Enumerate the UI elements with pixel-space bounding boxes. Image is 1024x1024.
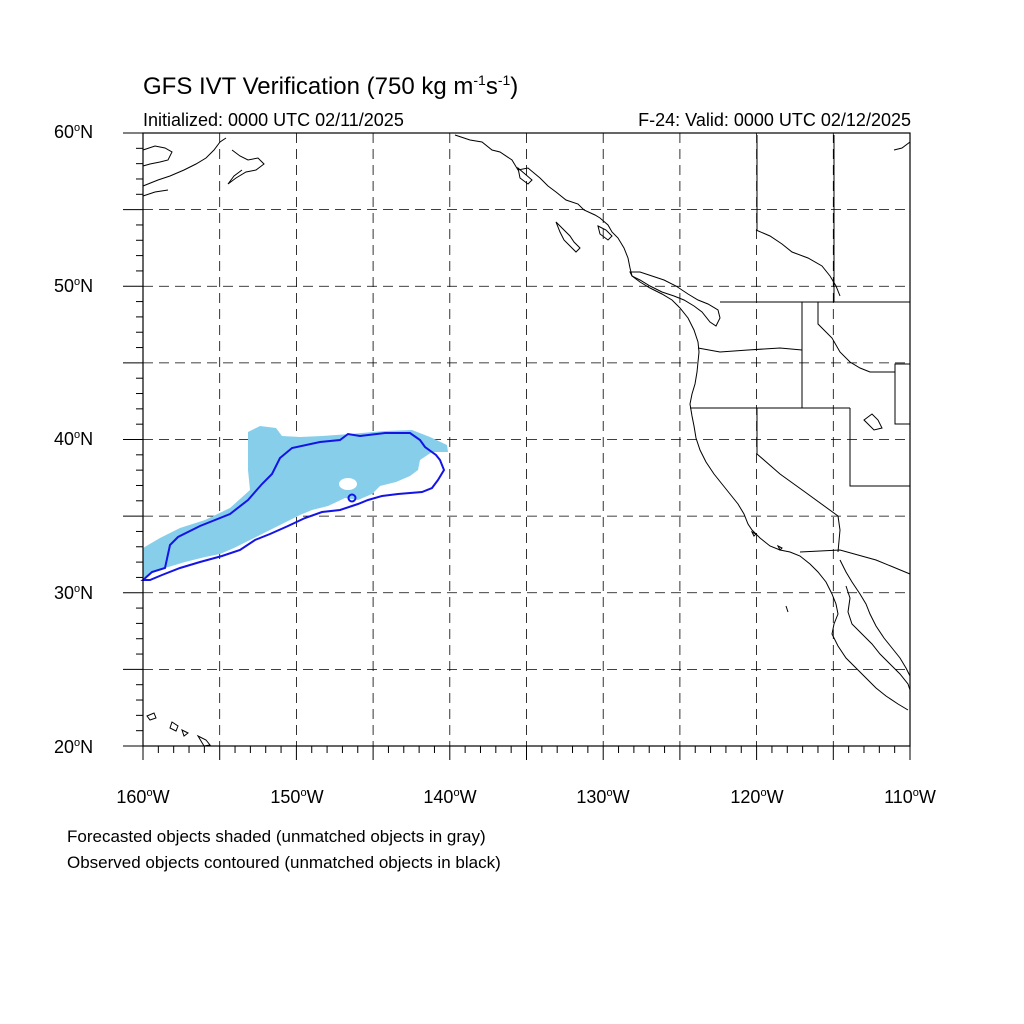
lat-label: 60oN [54,122,94,142]
lat-label: 30oN [54,583,94,603]
axis-ticks [123,132,911,760]
footnote-observed: Observed objects contoured (unmatched ob… [67,853,501,872]
lat-label: 40oN [54,429,94,449]
lon-label: 130oW [576,787,630,807]
forecast-hole [400,483,420,493]
lat-label: 20oN [54,737,94,757]
lon-label: 110oW [884,787,936,807]
coastlines [142,134,911,747]
map-frame [142,132,911,747]
forecast-ivt-object [143,426,448,578]
lon-label: 150oW [270,787,324,807]
observed-ivt-contour [140,432,446,581]
init-time-label: Initialized: 0000 UTC 02/11/2025 [143,110,404,130]
chart-title: GFS IVT Verification (750 kg m-1s-1) [143,72,519,100]
footnote-forecast: Forecasted objects shaded (unmatched obj… [67,827,486,846]
observed-small-contour [347,493,357,503]
lon-label: 120oW [730,787,784,807]
lon-label: 140oW [423,787,477,807]
lat-label: 50oN [54,276,94,296]
forecast-hole [339,478,357,490]
valid-time-label: F-24: Valid: 0000 UTC 02/12/2025 [638,110,911,130]
lon-label: 160oW [116,787,170,807]
political-boundaries [690,135,911,575]
